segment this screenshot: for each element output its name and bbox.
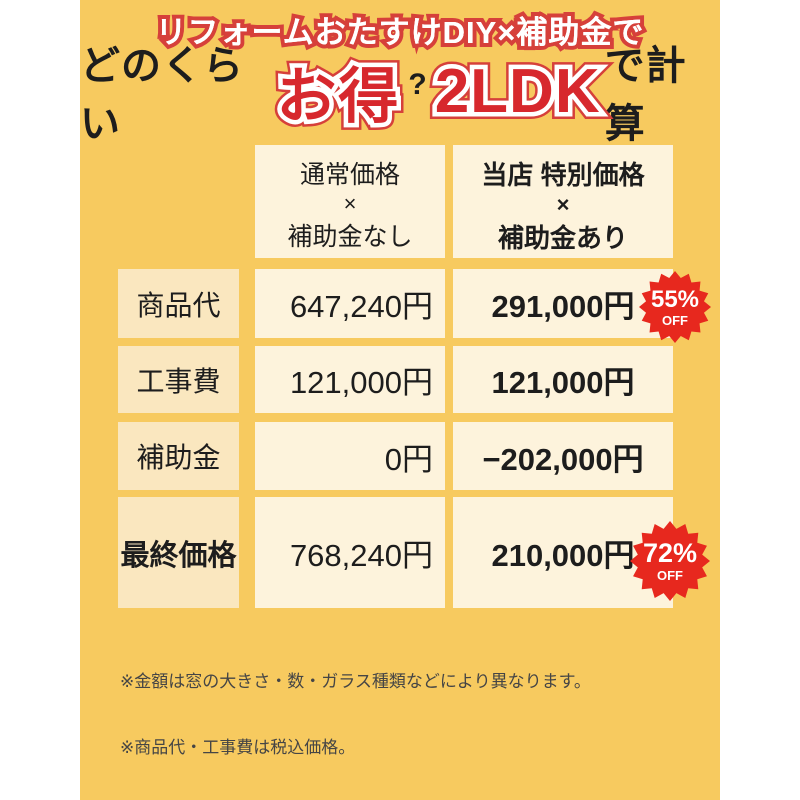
note-line: ※商品代・工事費は税込価格。	[120, 738, 356, 757]
headline: どのくらい お得 ? 2LDK で計算	[80, 44, 720, 146]
badge-72-percent: 72%	[642, 538, 698, 568]
headline-prefix: どのくらい	[80, 44, 244, 146]
row-final-label: 最終価格	[118, 497, 239, 608]
row-product-special-price: 291,000円	[453, 269, 673, 338]
headline-plan-highlight: 2LDK	[435, 56, 601, 127]
row-final-normal-price: 768,240円	[255, 497, 445, 608]
discount-badge-55-off: 55% OFF	[639, 271, 711, 343]
row-product-label: 商品代	[118, 269, 239, 338]
question-mark: ?	[408, 68, 427, 101]
badge-55-percent: 55%	[650, 285, 700, 313]
banner-title: リフォームおたすけDIY×補助金で	[80, 7, 720, 52]
badge-72-text: 72% OFF	[630, 521, 710, 601]
badge-72-off-label: OFF	[657, 568, 683, 583]
badge-55-off-label: OFF	[662, 312, 688, 328]
row-construction-label: 工事費	[118, 346, 239, 413]
yellow-card: リフォームおたすけDIY×補助金で どのくらい お得 ? 2LDK で計算 通常…	[80, 0, 720, 800]
badge-55-text: 55% OFF	[639, 271, 711, 343]
starburst-icon	[630, 521, 710, 601]
row-construction-special-price: 121,000円	[453, 346, 673, 413]
row-subsidy-label: 補助金	[118, 422, 239, 490]
column-header-normal: 通常価格 × 補助金なし	[255, 145, 445, 258]
header-normal-line3: 補助金なし	[287, 223, 413, 251]
column-header-special: 当店 特別価格 × 補助金あり	[453, 145, 673, 258]
row-construction-normal-price: 121,000円	[255, 346, 445, 413]
starburst-icon	[639, 271, 711, 343]
discount-badge-72-off: 72% OFF	[630, 521, 710, 601]
footnotes: ※金額は窓の大きさ・数・ガラス種類などにより異なります。 ※商品代・工事費は税込…	[120, 627, 700, 800]
row-final-special-price: 210,000円	[453, 497, 673, 608]
header-special-line1: 当店 特別価格	[481, 160, 645, 190]
note-line: ※金額は窓の大きさ・数・ガラス種類などにより異なります。	[120, 672, 591, 691]
header-normal-times: ×	[343, 191, 357, 216]
row-product-normal-price: 647,240円	[255, 269, 445, 338]
row-subsidy-normal-price: 0円	[255, 422, 445, 490]
header-special-line3: 補助金あり	[497, 223, 628, 253]
banner-text: リフォームおたすけDIY×補助金で	[156, 7, 645, 52]
row-subsidy-special-price: −202,000円	[453, 422, 673, 490]
header-normal-line1: 通常価格	[299, 161, 400, 189]
headline-deal-highlight: お得	[276, 48, 400, 135]
headline-suffix: で計算	[604, 44, 687, 146]
header-special-times: ×	[556, 192, 570, 217]
